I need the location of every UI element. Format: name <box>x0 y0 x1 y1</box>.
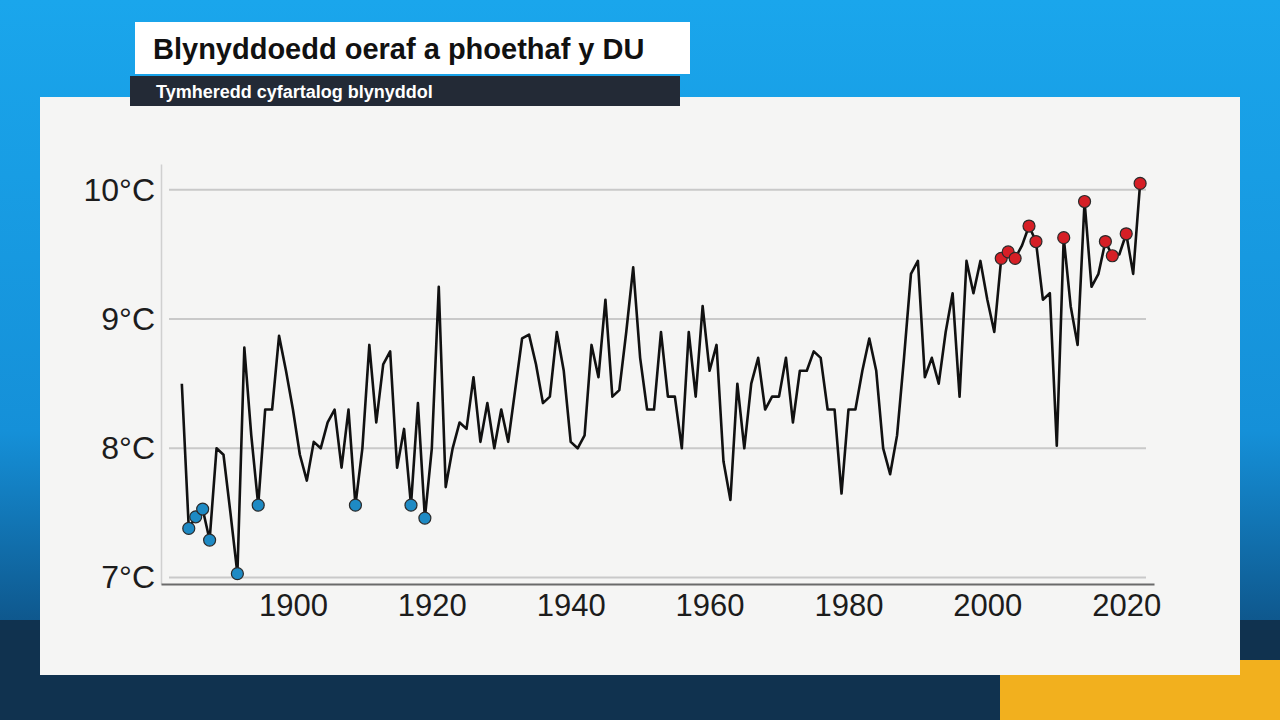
y-tick: 7°C <box>101 559 161 595</box>
x-tick: 1940 <box>537 584 606 623</box>
highlight-point <box>204 534 216 546</box>
x-tick-label: 1980 <box>814 588 883 623</box>
highlight-point <box>1099 236 1111 248</box>
y-tick-label: 8°C <box>101 430 155 466</box>
x-tick: 1980 <box>814 584 883 623</box>
highlight-point <box>1120 228 1132 240</box>
highlight-point <box>1134 177 1146 189</box>
highlight-point <box>1079 195 1091 207</box>
highlight-point <box>1009 252 1021 264</box>
title: Blynyddoedd oeraf a phoethaf y DU <box>153 33 644 65</box>
highlight-point <box>231 568 243 580</box>
y-tick-label: 9°C <box>101 301 155 337</box>
y-tick-label: 7°C <box>101 559 155 595</box>
highlight-point <box>1023 220 1035 232</box>
x-axis-line <box>162 584 1155 586</box>
highlight-point <box>1058 232 1070 244</box>
x-tick: 1920 <box>398 584 467 623</box>
x-tick-label: 1940 <box>537 588 606 623</box>
x-tick-label: 2000 <box>953 588 1022 623</box>
canvas: 7°C 8°C 9°C 10°C 1900 1920 1940 1960 1980 2000 202… <box>0 0 1280 720</box>
grid-line <box>169 447 1146 449</box>
highlight-point <box>197 503 209 515</box>
y-axis: 7°C 8°C 9°C 10°C <box>84 165 162 596</box>
highlight-point <box>405 499 417 511</box>
y-tick: 10°C <box>84 172 162 208</box>
grid-line <box>169 189 1146 191</box>
x-tick: 2000 <box>953 584 1022 623</box>
subtitle: Tymheredd cyfartalog blynyddol <box>156 82 433 102</box>
subtitle-box <box>130 76 680 106</box>
temperature-line <box>182 183 1140 573</box>
x-tick-label: 1900 <box>259 588 328 623</box>
title-box <box>135 22 690 74</box>
board <box>40 97 1240 675</box>
y-tick-label: 10°C <box>84 172 156 208</box>
highlight-point <box>1106 250 1118 262</box>
highlight-point <box>183 522 195 534</box>
x-tick: 1960 <box>676 584 745 623</box>
plot-area <box>182 177 1146 579</box>
x-axis: 1900 1920 1940 1960 1980 2000 2020 <box>162 584 1162 623</box>
y-tick: 9°C <box>101 301 161 337</box>
y-tick: 8°C <box>101 430 161 466</box>
grid-line <box>169 577 1146 579</box>
background <box>0 0 1280 720</box>
y-axis-line <box>161 165 163 585</box>
title-group: Blynyddoedd oeraf a phoethaf y DU Tymhere… <box>130 22 690 106</box>
highlight-point <box>419 512 431 524</box>
x-tick: 1900 <box>259 584 328 623</box>
highlight-point <box>349 499 361 511</box>
grid-line <box>169 318 1146 320</box>
x-tick-label: 2020 <box>1092 588 1161 623</box>
highlight-point <box>252 499 264 511</box>
x-tick-label: 1920 <box>398 588 467 623</box>
x-tick-label: 1960 <box>676 588 745 623</box>
x-tick: 2020 <box>1092 584 1161 623</box>
highlight-point <box>1030 236 1042 248</box>
